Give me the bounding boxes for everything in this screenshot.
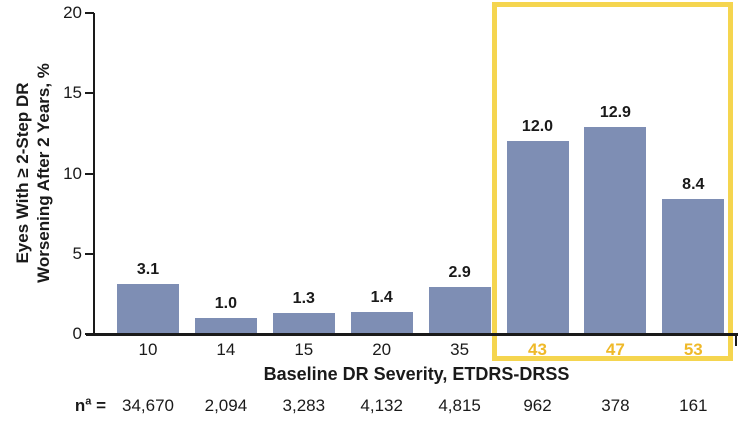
bar: [584, 126, 647, 334]
bar: [117, 284, 179, 334]
bar: [428, 287, 491, 334]
x-axis-title: Baseline DR Severity, ETDRS-DRSS: [263, 364, 570, 384]
n-value: 4,815: [438, 396, 481, 415]
n-value: 161: [679, 396, 708, 415]
y-axis-title-line1: Eyes With ≥ 2-Step DR: [13, 82, 32, 264]
bar: [272, 313, 335, 334]
n-value: 3,283: [282, 396, 326, 415]
x-axis-line: [86, 333, 738, 336]
bar-value-label: 2.9: [448, 264, 471, 282]
n-value: 2,094: [204, 396, 248, 415]
bar: [662, 199, 725, 334]
bar-value-label: 3.1: [136, 261, 160, 279]
n-prefix-base: n: [74, 396, 86, 415]
y-tick-label: 10: [63, 163, 82, 183]
y-tick-mark: [85, 172, 94, 175]
y-tick-mark: [85, 12, 94, 14]
y-tick-mark: [85, 333, 94, 335]
bar: [350, 311, 413, 334]
bar-value-label: 8.4: [682, 176, 705, 194]
x-tick-label: 53: [683, 340, 703, 359]
bar-value-label: 1.3: [292, 290, 315, 308]
x-tick-label: 15: [294, 340, 314, 359]
x-axis-end-tick: [735, 333, 737, 346]
bar-value-label: 12.0: [521, 118, 554, 136]
n-value: 4,132: [360, 396, 403, 415]
y-tick-label: 20: [63, 3, 82, 22]
y-tick-label: 15: [63, 83, 82, 103]
n-prefix-equals: =: [91, 396, 106, 415]
y-tick-mark: [85, 92, 94, 95]
bar: [506, 141, 569, 334]
y-tick-label: 5: [72, 243, 82, 263]
n-value: 962: [523, 396, 552, 415]
x-tick-label: 14: [216, 340, 236, 359]
y-axis-line: [93, 13, 95, 335]
n-row-prefix: na =: [40, 396, 106, 416]
n-value: 34,670: [122, 396, 174, 415]
x-tick-label: 43: [528, 340, 547, 359]
n-value: 378: [601, 396, 630, 415]
x-tick-label: 20: [372, 340, 392, 359]
bar-value-label: 1.0: [214, 294, 238, 312]
x-tick-label: 10: [138, 340, 158, 359]
x-tick-label: 47: [605, 340, 625, 359]
highlight-box: [492, 2, 733, 361]
n-prefix-superscript: a: [85, 395, 92, 408]
bar-value-label: 1.4: [370, 288, 393, 306]
y-tick-mark: [85, 252, 94, 255]
y-tick-label: 0: [72, 324, 82, 343]
x-tick-label: 35: [450, 340, 470, 359]
bar-value-label: 12.9: [599, 103, 631, 121]
bar: [194, 317, 257, 334]
